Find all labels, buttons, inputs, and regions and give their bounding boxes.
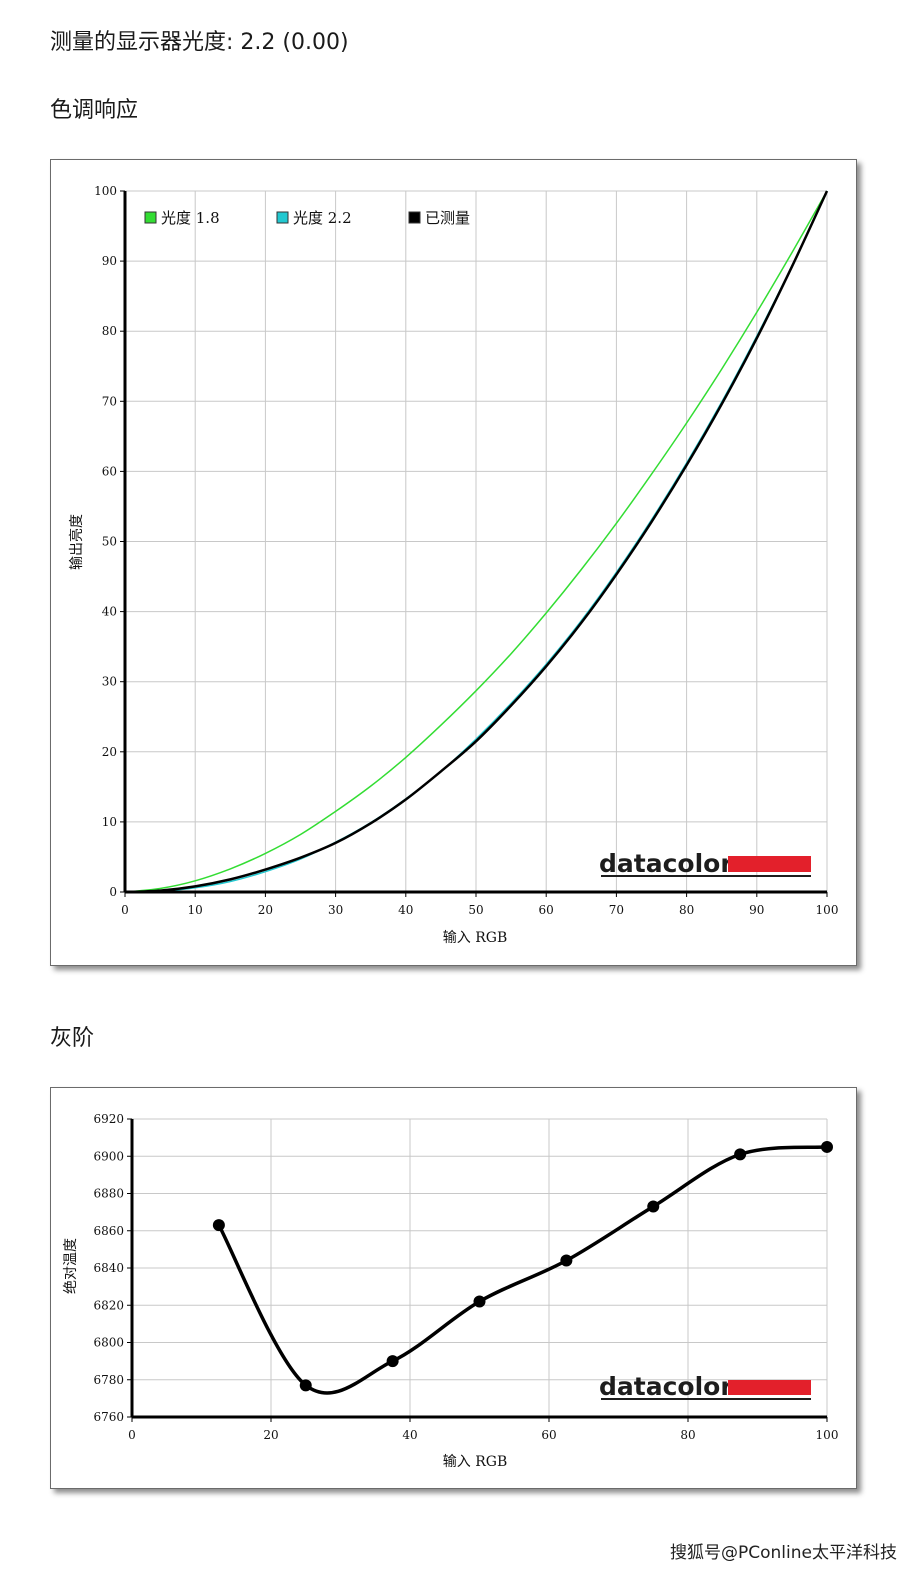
x-tick-label: 20	[258, 903, 273, 917]
legend-swatch	[276, 211, 289, 224]
grayscale-title: 灰阶	[50, 1026, 95, 1051]
y-tick-label: 6920	[93, 1112, 124, 1126]
y-tick-label: 100	[94, 184, 117, 198]
legend-swatch	[408, 211, 421, 224]
series-line-1	[217, 1145, 828, 1395]
legend: 光度 1.8 光度 2.2 已测量	[144, 209, 470, 227]
y-tick-label: 6880	[93, 1187, 124, 1201]
y-tick-label: 6900	[93, 1149, 124, 1163]
datacolor-logo: datacolor	[599, 1372, 811, 1401]
brand-bar	[728, 1380, 811, 1395]
data-point	[299, 1379, 312, 1392]
brand-underline	[601, 1398, 811, 1400]
y-tick-label: 90	[102, 254, 117, 268]
brand-bar	[728, 856, 811, 872]
brand-text: datacolor	[599, 849, 733, 878]
y-tick-label: 10	[102, 815, 117, 829]
y-tick-label: 40	[102, 605, 117, 619]
legend-item-3: 已测量	[408, 209, 470, 227]
y-tick-label: 20	[102, 745, 117, 759]
watermark: 搜狐号@PConline太平洋科技	[670, 1543, 897, 1563]
x-tick-label: 30	[328, 903, 343, 917]
x-tick-label: 20	[263, 1428, 278, 1442]
data-point	[386, 1355, 399, 1368]
y-tick-label: 30	[102, 675, 117, 689]
x-tick-label: 50	[468, 903, 483, 917]
x-tick-label: 100	[816, 1428, 839, 1442]
y-tick-label: 6860	[93, 1224, 124, 1238]
x-tick-label: 60	[541, 1428, 556, 1442]
x-axis-title: 输入 RGB	[443, 1454, 507, 1470]
y-axis-title: 绝对温度	[63, 1238, 79, 1294]
measured-gamma-text: 测量的显示器光度: 2.2 (0.00)	[50, 30, 349, 55]
tone-response-panel: 0 10 20 30 40 50 60 70 80 90 100 0 10 20 30 40 50 60 70 80 9…	[50, 159, 857, 966]
y-tick-label: 6820	[93, 1298, 124, 1312]
brand-underline	[601, 875, 811, 877]
tone-response-chart: 0 10 20 30 40 50 60 70 80 90 100 0 10 20 30 40 50 60 70 80 9…	[68, 184, 838, 946]
y-tick-label: 0	[109, 885, 117, 899]
x-tick-label: 60	[539, 903, 554, 917]
data-point	[821, 1140, 833, 1153]
x-tick-label: 90	[749, 903, 764, 917]
data-point	[560, 1254, 573, 1267]
x-tick-label: 10	[188, 903, 203, 917]
x-tick-label: 80	[680, 1428, 695, 1442]
y-tick-label: 6800	[93, 1336, 124, 1350]
axes	[120, 190, 828, 897]
grayscale-panel: 0 20 40 60 80 100 6760 6780 6800 6820 6840 6860 6880…	[50, 1087, 857, 1489]
brand-text: datacolor	[599, 1372, 733, 1401]
tick-labels: 0 10 20 30 40 50 60 70 80 90 100 0 10 20 30 40 50 60 70 80 9…	[94, 184, 838, 917]
grayscale-chart: 0 20 40 60 80 100 6760 6780 6800 6820 6840 6860 6880…	[63, 1112, 838, 1470]
x-tick-label: 100	[816, 903, 839, 917]
series-line-3	[124, 190, 829, 894]
data-point	[734, 1148, 747, 1161]
grid	[131, 1118, 828, 1418]
tick-labels: 0 20 40 60 80 100 6760 6780 6800 6820 6840 6860 6880…	[93, 1112, 838, 1442]
x-tick-label: 0	[121, 903, 129, 917]
tone-response-title: 色调响应	[50, 98, 139, 123]
x-tick-label: 40	[398, 903, 413, 917]
legend-swatch	[144, 211, 157, 224]
data-point	[473, 1295, 486, 1308]
y-tick-label: 6780	[93, 1373, 124, 1387]
legend-label: 光度 1.8	[161, 209, 220, 227]
x-tick-label: 0	[128, 1428, 136, 1442]
axes	[127, 1118, 828, 1422]
x-tick-label: 40	[402, 1428, 417, 1442]
datacolor-logo: datacolor	[599, 849, 811, 878]
x-tick-label: 70	[609, 903, 624, 917]
grid	[124, 190, 828, 893]
y-tick-label: 50	[102, 535, 117, 549]
y-tick-label: 6840	[93, 1261, 124, 1275]
legend-label: 已测量	[425, 209, 470, 227]
x-tick-label: 80	[679, 903, 694, 917]
y-tick-label: 80	[102, 324, 117, 338]
legend-item-1: 光度 1.8	[144, 209, 220, 227]
series-lines	[124, 190, 829, 894]
legend-item-2: 光度 2.2	[276, 209, 352, 227]
y-tick-label: 60	[102, 464, 117, 478]
series-lines	[212, 1140, 833, 1395]
x-axis-title: 输入 RGB	[443, 930, 507, 946]
series-line-1	[124, 190, 828, 893]
data-point	[212, 1219, 225, 1232]
legend-label: 光度 2.2	[293, 209, 352, 227]
y-axis-title: 输出亮度	[68, 514, 85, 570]
data-point	[647, 1200, 660, 1213]
y-tick-label: 70	[102, 394, 117, 408]
y-tick-label: 6760	[93, 1410, 124, 1424]
